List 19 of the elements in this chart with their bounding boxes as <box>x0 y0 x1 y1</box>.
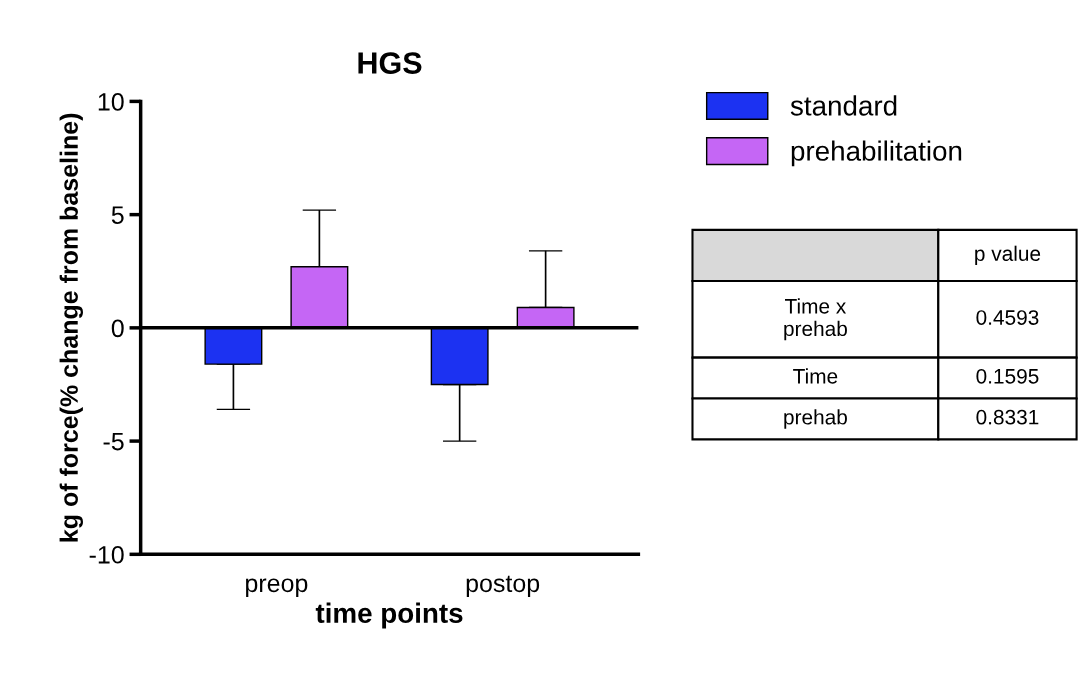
legend-label: prehabilitation <box>791 140 962 167</box>
chart-title: HGS <box>358 52 422 74</box>
text: 0.4593 <box>976 310 1039 325</box>
y-tick-label: 0 <box>111 319 124 338</box>
text: 0.8331 <box>976 409 1039 425</box>
text: Time x prehab <box>784 298 847 341</box>
text: prehab <box>784 409 847 429</box>
legend-label: standard <box>790 95 897 116</box>
y-tick-label: 5 <box>111 206 124 224</box>
y-axis-title: kg of force(% change from baseline) <box>59 113 83 542</box>
y-tick-label: -10 <box>89 545 124 564</box>
x-axis-title: time points <box>315 602 463 629</box>
y-tick-label: 10 <box>98 93 124 111</box>
text: 0.1595 <box>976 368 1039 384</box>
text: p value <box>975 245 1041 266</box>
text: Time <box>793 368 838 384</box>
x-tick-label: preop <box>246 578 308 598</box>
y-tick-label: -5 <box>103 432 124 451</box>
x-tick-label: postop <box>466 575 540 598</box>
